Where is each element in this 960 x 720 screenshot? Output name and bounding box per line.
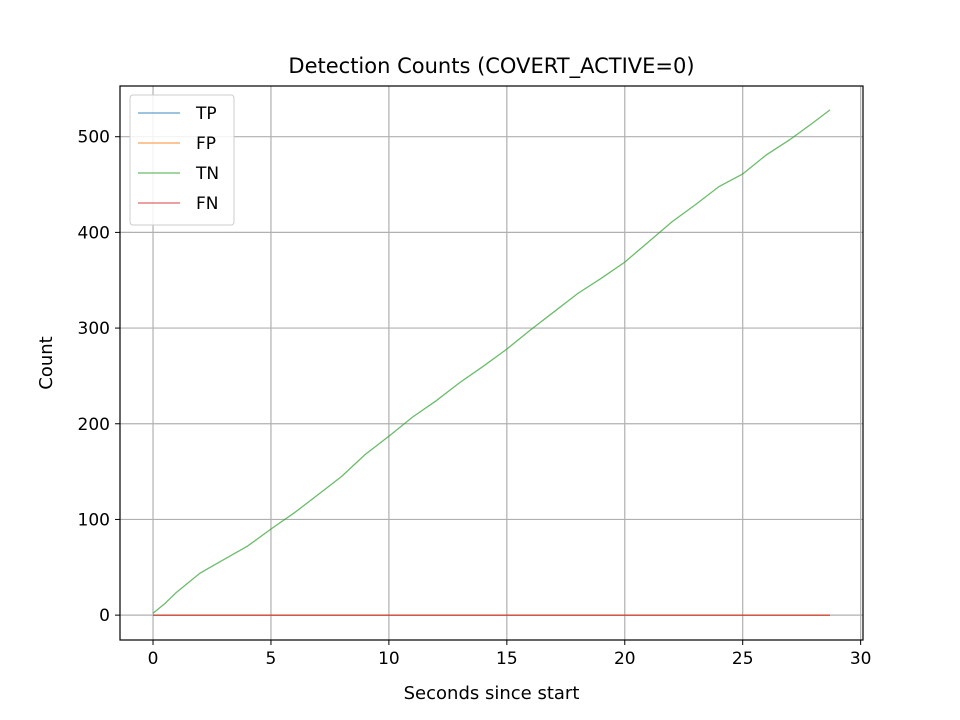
x-tick-label: 20	[614, 649, 636, 669]
legend: TP FP TN FN	[129, 94, 235, 226]
x-tick-label: 0	[148, 649, 159, 669]
series-lines	[152, 109, 831, 616]
legend-box	[129, 94, 235, 226]
x-axis-label: Seconds since start	[404, 683, 580, 704]
y-tick-label: 100	[78, 510, 110, 530]
x-tick-label: 15	[496, 649, 518, 669]
legend-label: TN	[195, 164, 219, 184]
x-tick-label: 5	[266, 649, 277, 669]
y-tick-label: 200	[78, 415, 110, 435]
y-axis-label: Count	[36, 336, 57, 389]
y-tick-label: 300	[78, 319, 110, 339]
y-tick-label: 400	[78, 223, 110, 243]
legend-label: TP	[195, 104, 217, 124]
chart-title: Detection Counts (COVERT_ACTIVE=0)	[288, 54, 694, 79]
x-tick-label: 10	[378, 649, 400, 669]
plot-area-frame	[119, 85, 864, 641]
x-tick-label: 25	[732, 649, 754, 669]
y-tick-label: 500	[78, 128, 110, 148]
grid	[120, 86, 863, 640]
legend-label: FN	[196, 194, 219, 214]
x-tick-label: 30	[850, 649, 872, 669]
series-line-tn	[152, 109, 831, 614]
y-tick-label: 0	[99, 606, 110, 626]
legend-label: FP	[196, 134, 216, 154]
